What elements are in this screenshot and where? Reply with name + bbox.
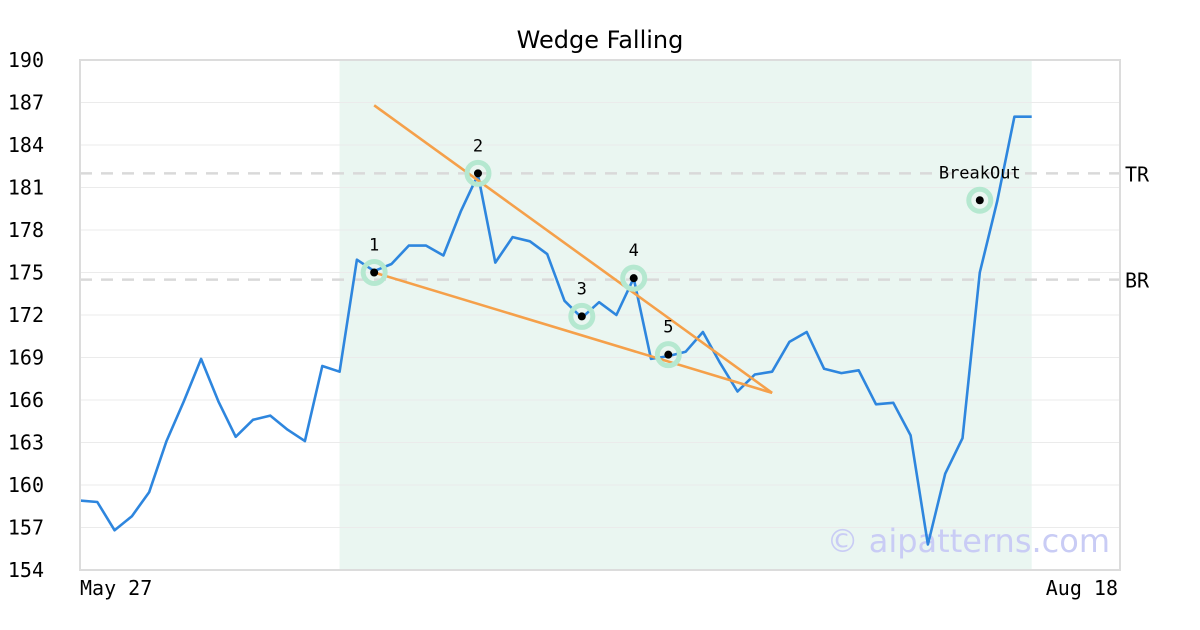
wedge-upper-line [373,104,773,394]
y-tick-label-181: 181 [8,176,44,200]
point-dot-2 [473,169,482,178]
y-tick-label-187: 187 [8,91,44,115]
grid-lines [80,59,1120,571]
ref-label-br: BR [1125,269,1150,293]
y-tick-label-163: 163 [8,431,44,455]
plot-frame [79,59,1121,571]
y-tick-label-175: 175 [8,261,44,285]
y-tick-label-178: 178 [8,218,44,242]
price-series [79,115,1032,546]
point-ring-4 [620,264,648,292]
point-ring-breakout [966,186,994,214]
point-label-4: 4 [629,241,639,261]
x-tick-label-start: May 27 [80,576,152,600]
wedge-lower-line [373,271,773,395]
point-label-5: 5 [663,318,673,338]
y-tick-label-190: 190 [8,48,44,72]
point-dot-3 [577,312,586,321]
point-ring-1 [360,259,388,286]
point-dot-5 [664,350,673,359]
point-ring-2 [464,159,492,187]
pattern-points: 1 2 3 4 5 BreakOut [360,136,1021,369]
chart-title: Wedge Falling [517,26,684,54]
point-ring-3 [568,302,596,330]
ref-label-tr: TR [1125,162,1150,186]
y-tick-label-169: 169 [8,346,44,370]
wedge-lines [373,104,773,395]
point-dot-1 [370,268,379,277]
y-tick-label-166: 166 [8,388,44,412]
point-label-1: 1 [369,236,379,256]
price-line [79,115,1032,546]
y-tick-label-184: 184 [8,133,44,157]
point-dot-breakout [975,196,984,205]
y-tick-label-154: 154 [8,558,44,582]
y-tick-label-157: 157 [8,516,44,540]
axes: 154157160163166169172175178181184187190T… [8,48,1150,600]
watermark-layer: © aipatterns.com [827,522,1110,560]
watermark: © aipatterns.com [827,522,1110,560]
point-ring-5 [654,341,682,369]
point-label-2: 2 [473,136,483,156]
point-label-3: 3 [577,279,587,299]
reference-lines [80,172,1120,281]
y-tick-label-160: 160 [8,473,44,497]
x-tick-label-end: Aug 18 [1046,576,1118,600]
point-dot-4 [629,274,638,283]
y-tick-label-172: 172 [8,303,44,327]
point-label-breakout: BreakOut [939,163,1021,183]
